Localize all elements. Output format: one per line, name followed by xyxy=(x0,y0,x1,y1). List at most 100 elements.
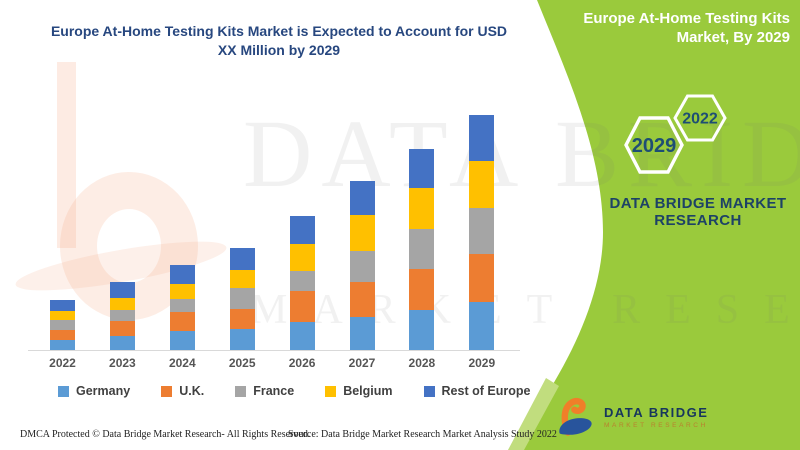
bar-segment-2022-u-k- xyxy=(50,330,75,340)
bar-segment-2029-france xyxy=(469,208,495,254)
chart-legend: Germany U.K. France Belgium Rest of Europe xyxy=(58,384,530,398)
dmca-notice: DMCA Protected © Data Bridge Market Rese… xyxy=(20,429,311,440)
bar-segment-2026-u-k- xyxy=(289,291,315,322)
green-panel-title: Europe At-Home Testing Kits Market, By 2… xyxy=(583,10,790,46)
bar-segment-2024-belgium xyxy=(169,284,195,299)
bar-2027 xyxy=(349,181,375,350)
bar-segment-2023-germany xyxy=(109,336,135,350)
x-axis-line xyxy=(28,350,520,351)
bar-segment-2028-germany xyxy=(409,310,435,350)
bar-segment-2024-u-k- xyxy=(169,312,195,331)
bar-segment-2023-u-k- xyxy=(109,321,135,336)
x-axis-label-2022: 2022 xyxy=(49,356,76,370)
chart-title-line2: XX Million by 2029 xyxy=(217,42,341,58)
logo-wordmark: DATA BRIDGE MARKET RESEARCH xyxy=(604,405,708,429)
bar-segment-2028-u-k- xyxy=(409,269,435,310)
x-axis-label-2028: 2028 xyxy=(408,356,436,370)
x-axis-label-2025: 2025 xyxy=(228,356,256,370)
hexagon-2022-label: 2022 xyxy=(682,111,718,128)
watermark-logo-b-stem xyxy=(57,62,76,248)
bar-segment-2026-rest-of-europe xyxy=(289,216,315,244)
bar-segment-2028-rest-of-europe xyxy=(409,149,435,188)
bar-segment-2022-france xyxy=(50,320,75,330)
bar-segment-2025-rest-of-europe xyxy=(229,248,255,270)
legend-item-belgium: Belgium xyxy=(325,384,393,398)
bar-segment-2028-belgium xyxy=(409,188,435,229)
x-axis-label-2027: 2027 xyxy=(348,356,376,370)
bar-segment-2022-rest-of-europe xyxy=(50,300,75,311)
legend-label: U.K. xyxy=(179,384,205,398)
bar-segment-2029-germany xyxy=(469,302,495,350)
watermark-text-databridge: DATA BRIDGE xyxy=(243,100,800,207)
chart-title: Europe At-Home Testing Kits Market is Ex… xyxy=(40,22,518,60)
green-panel-shape xyxy=(508,0,800,450)
legend-swatch-icon xyxy=(423,385,435,397)
brand-line1: DATA BRIDGE MARKET xyxy=(609,195,787,212)
year-hexagons: 2022 2029 xyxy=(624,94,727,174)
brand-line2: RESEARCH xyxy=(654,212,742,229)
x-axis-label-2026: 2026 xyxy=(288,356,316,370)
legend-swatch-icon xyxy=(161,385,173,397)
databridge-logo: DATA BRIDGE MARKET RESEARCH xyxy=(556,394,708,440)
logo-subtitle: MARKET RESEARCH xyxy=(604,422,708,429)
bar-2025 xyxy=(229,248,255,350)
bar-segment-2026-belgium xyxy=(289,244,315,271)
watermark-text-marketresearch: MARKET RESEARCH xyxy=(250,287,800,333)
bar-segment-2029-rest-of-europe xyxy=(469,115,495,161)
bar-segment-2027-germany xyxy=(349,317,375,350)
databridge-logo-icon xyxy=(559,398,592,436)
bar-segment-2025-germany xyxy=(229,329,255,350)
bar-segment-2027-france xyxy=(349,251,375,282)
bar-segment-2025-belgium xyxy=(229,270,255,288)
bar-segment-2025-france xyxy=(229,288,255,309)
source-citation: Source: Data Bridge Market Research Mark… xyxy=(288,429,557,440)
bar-segment-2028-france xyxy=(409,229,435,269)
legend-item-u-k-: U.K. xyxy=(161,384,204,398)
legend-swatch-icon xyxy=(58,385,69,397)
x-axis-label-2024: 2024 xyxy=(168,356,196,370)
x-axis-label-2023: 2023 xyxy=(109,356,136,370)
legend-item-rest-of-europe: Rest of Europe xyxy=(423,384,531,398)
bar-2022 xyxy=(50,300,75,350)
hexagon-2029-label: 2029 xyxy=(632,135,677,157)
bar-segment-2027-rest-of-europe xyxy=(349,181,375,215)
legend-label: France xyxy=(253,384,295,398)
legend-swatch-icon xyxy=(325,385,337,397)
bar-segment-2023-france xyxy=(109,310,135,321)
bar-2024 xyxy=(169,265,195,350)
bar-segment-2023-belgium xyxy=(109,298,135,310)
legend-swatch-icon xyxy=(235,385,247,397)
logo-orange-stroke xyxy=(561,398,586,436)
brand-wordmark: DATA BRIDGE MARKET RESEARCH xyxy=(600,195,796,229)
logo-name: DATA BRIDGE xyxy=(604,405,709,420)
bar-segment-2024-france xyxy=(169,299,195,312)
green-accent-sliver xyxy=(508,378,559,450)
bar-segment-2027-belgium xyxy=(349,215,375,251)
bar-segment-2027-u-k- xyxy=(349,282,375,317)
stacked-bar-plot xyxy=(50,115,495,350)
bar-2029 xyxy=(469,115,495,350)
x-axis-label-2029: 2029 xyxy=(468,356,496,370)
bar-2026 xyxy=(289,216,315,350)
bar-2028 xyxy=(409,149,435,350)
bar-2023 xyxy=(109,282,135,350)
logo-blue-swoosh xyxy=(559,418,592,435)
legend-label: Belgium xyxy=(343,384,393,398)
legend-item-germany: Germany xyxy=(58,384,130,398)
legend-label: Germany xyxy=(76,384,131,398)
legend-label: Rest of Europe xyxy=(441,384,531,398)
hexagon-2029 xyxy=(624,116,684,174)
bar-segment-2026-germany xyxy=(289,322,315,350)
bar-segment-2022-germany xyxy=(50,340,75,350)
bar-segment-2022-belgium xyxy=(50,311,75,320)
bar-segment-2029-belgium xyxy=(469,161,495,208)
bar-segment-2024-germany xyxy=(169,331,195,350)
bar-segment-2029-u-k- xyxy=(469,254,495,302)
chart-title-line1: Europe At-Home Testing Kits Market is Ex… xyxy=(50,23,508,39)
bar-segment-2023-rest-of-europe xyxy=(109,282,135,298)
legend-item-france: France xyxy=(235,384,294,398)
hexagon-2022 xyxy=(673,94,727,142)
bar-segment-2024-rest-of-europe xyxy=(169,265,195,284)
